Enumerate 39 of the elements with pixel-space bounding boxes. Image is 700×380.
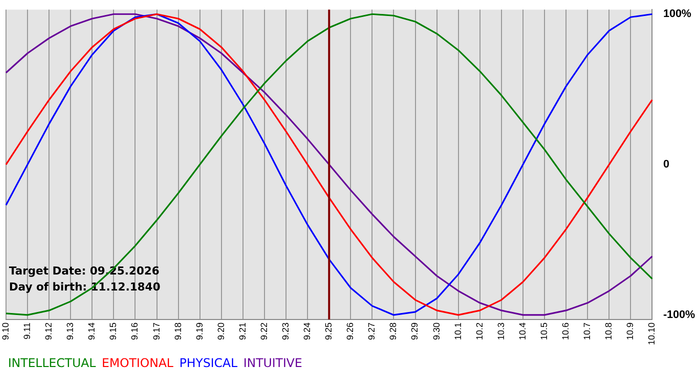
x-tick-label: 10.8 [604, 322, 614, 340]
x-tick-label: 9.16 [130, 322, 140, 340]
text: INTUITIVE [243, 356, 302, 370]
x-tick-label: 9.15 [108, 322, 118, 340]
x-tick-label: 10.7 [582, 322, 592, 340]
x-tick-label: 9.21 [237, 322, 248, 340]
x-tick-label: 10.10 [646, 322, 657, 346]
annotation: Day of birth: 11.12.1840 [9, 280, 161, 294]
x-tick-label: 9.30 [431, 322, 442, 340]
text: PHYSICAL [179, 356, 238, 370]
x-tick-label: 10.2 [474, 322, 484, 340]
y-tick-label: -100% [663, 308, 696, 321]
x-tick-label: 10.3 [496, 322, 506, 340]
y-tick-label: 0 [663, 158, 670, 171]
x-tick-label: 9.28 [388, 322, 398, 340]
x-tick-label: 10.5 [538, 322, 549, 340]
y-tick-label: 100% [663, 8, 692, 20]
x-tick-label: 9.24 [302, 322, 312, 340]
x-tick-label: 9.13 [65, 322, 76, 340]
x-tick-label: 9.17 [151, 322, 162, 340]
x-tick-label: 9.23 [280, 322, 291, 340]
x-tick-label: 9.12 [44, 322, 54, 340]
text: INTELLECTUAL [8, 356, 96, 370]
text: EMOTIONAL [102, 356, 174, 370]
x-tick-label: 9.26 [345, 322, 356, 340]
x-tick-label: 10.9 [625, 322, 636, 340]
x-tick-label: 9.22 [258, 322, 269, 340]
x-tick-label: 9.11 [22, 322, 32, 340]
x-tick-label: 9.25 [324, 322, 334, 340]
x-tick-label: 9.20 [216, 322, 226, 340]
x-tick-label: 9.29 [410, 322, 420, 340]
x-tick-label: 10.6 [560, 322, 571, 340]
x-tick-label: 9.19 [194, 322, 204, 340]
x-tick-label: 9.14 [86, 322, 97, 340]
x-tick-label: 10.4 [517, 322, 528, 340]
x-tick-label: 10.1 [452, 322, 463, 340]
x-tick-label: 9.18 [172, 322, 183, 340]
x-tick-label: 9.27 [366, 322, 377, 340]
x-tick-label: 9.10 [0, 322, 10, 340]
